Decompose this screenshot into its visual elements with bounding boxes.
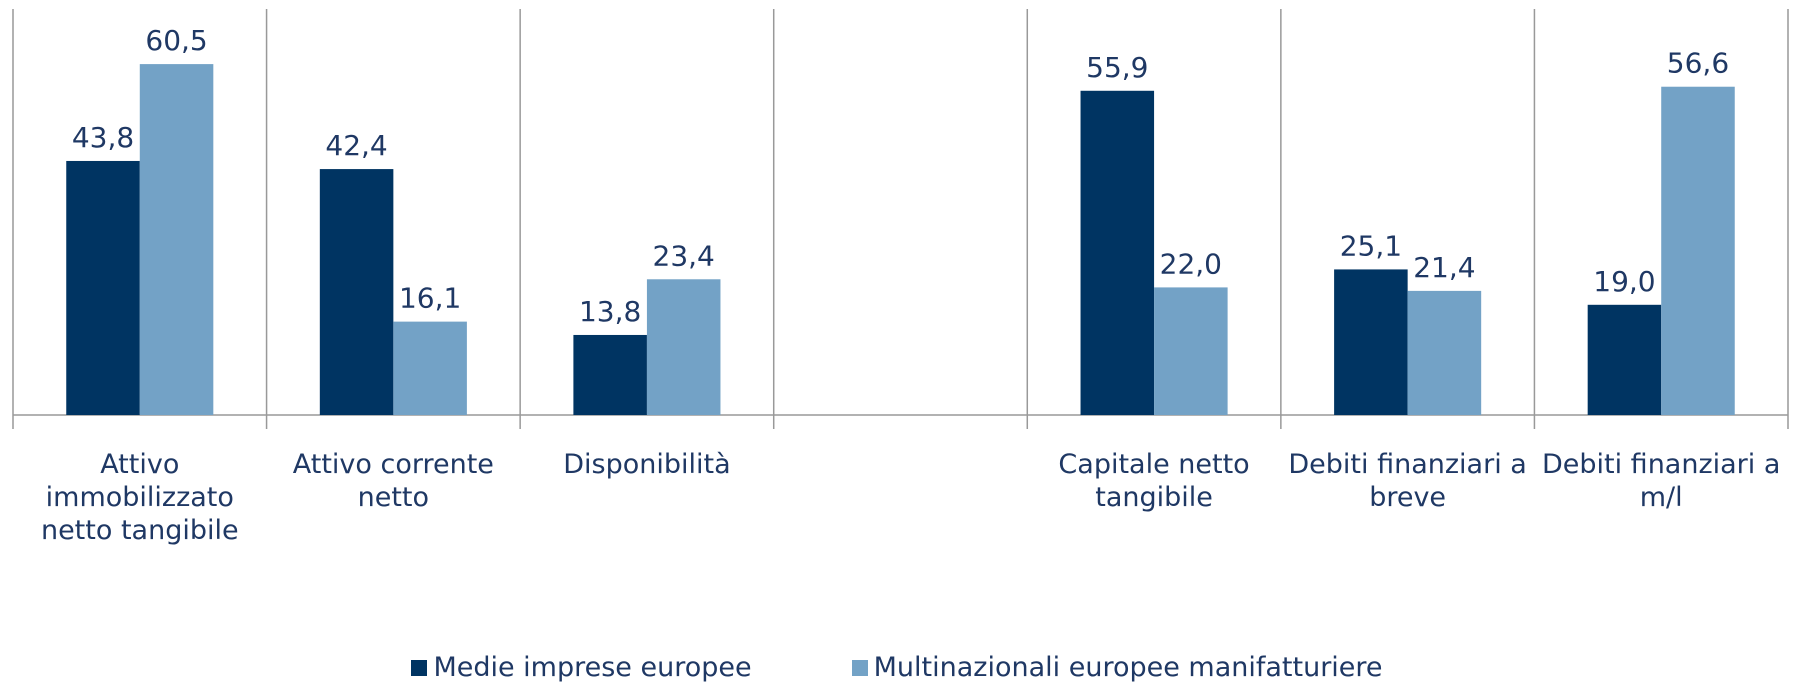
x-tick-label: Attivo corrente netto bbox=[292, 449, 494, 513]
bar bbox=[1587, 304, 1662, 415]
bar bbox=[1334, 269, 1408, 415]
x-tick-label: Disponibilità bbox=[563, 449, 731, 480]
value-label: 55,9 bbox=[1086, 51, 1148, 84]
legend-label: Multinazionali europee manifatturiere bbox=[873, 652, 1383, 683]
x-tick-label: Debiti finanziari a breve bbox=[1288, 449, 1527, 513]
bar bbox=[573, 334, 647, 415]
value-label: 21,4 bbox=[1413, 251, 1475, 284]
bar bbox=[1407, 290, 1482, 415]
value-label: 23,4 bbox=[653, 239, 715, 272]
value-label: 13,8 bbox=[579, 295, 641, 328]
bar bbox=[319, 169, 394, 415]
legend-swatch bbox=[851, 659, 868, 676]
bar bbox=[1080, 90, 1155, 415]
x-tick-label: Debiti finanziari a m/l bbox=[1541, 449, 1781, 513]
value-label: 60,5 bbox=[145, 24, 207, 57]
bar bbox=[1154, 287, 1228, 415]
value-label: 25,1 bbox=[1340, 229, 1402, 262]
x-tick-label: Attivo immobilizzato netto tangibile bbox=[40, 449, 239, 546]
bar bbox=[1661, 86, 1735, 415]
value-label: 22,0 bbox=[1160, 247, 1222, 280]
bar bbox=[66, 160, 140, 415]
value-label: 19,0 bbox=[1593, 265, 1655, 298]
legend-swatch bbox=[411, 659, 428, 676]
legend-item: Medie imprese europee bbox=[411, 652, 752, 683]
bar bbox=[646, 279, 721, 415]
value-label: 43,8 bbox=[72, 121, 134, 154]
bar bbox=[393, 321, 467, 415]
legend: Medie imprese europee Multinazionali euro… bbox=[0, 652, 1794, 683]
x-tick-label: Capitale netto tangibile bbox=[1058, 449, 1250, 513]
value-label: 16,1 bbox=[399, 282, 461, 315]
legend-item: Multinazionali europee manifatturiere bbox=[851, 652, 1383, 683]
value-label: 42,4 bbox=[325, 129, 387, 162]
legend-label: Medie imprese europee bbox=[433, 652, 752, 683]
value-label: 56,6 bbox=[1667, 47, 1729, 80]
bar bbox=[139, 64, 214, 415]
